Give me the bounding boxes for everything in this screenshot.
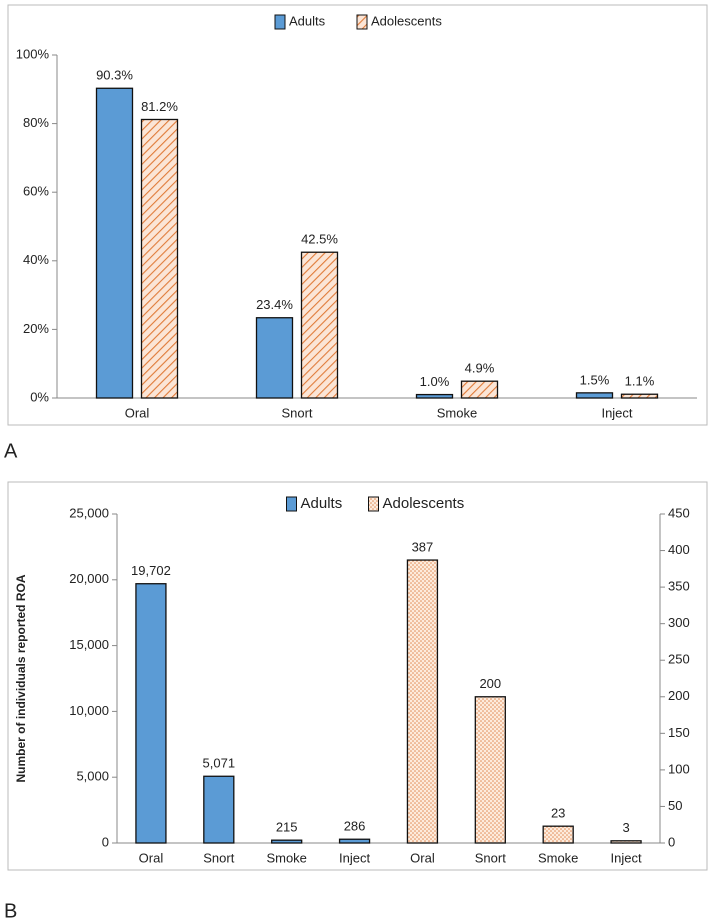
x-tick-label: Snort <box>203 850 234 865</box>
data-label: 42.5% <box>301 232 338 247</box>
data-label: 1.1% <box>625 374 655 389</box>
panel-label: A <box>4 440 18 462</box>
x-tick-label: Inject <box>611 850 642 865</box>
data-label: 90.3% <box>96 68 133 83</box>
bar <box>255 317 294 399</box>
y-axis-label: Number of individuals reported ROA <box>14 574 28 782</box>
x-tick-label: Smoke <box>437 405 477 420</box>
y2-tick-label: 450 <box>668 505 690 520</box>
x-tick-label: Oral <box>139 850 164 865</box>
data-label: 200 <box>479 676 501 691</box>
y-tick-label: 0 <box>102 834 109 849</box>
bar <box>460 380 499 399</box>
bar <box>406 559 439 844</box>
y-tick-label: 25,000 <box>69 505 109 520</box>
bar <box>338 838 371 844</box>
bar <box>620 393 659 399</box>
y-tick-label: 5,000 <box>76 769 109 784</box>
x-tick-label: Oral <box>410 850 435 865</box>
data-label: 215 <box>276 820 298 835</box>
x-tick-label: Inject <box>339 850 370 865</box>
y-tick-label: 40% <box>23 252 49 267</box>
y2-tick-label: 400 <box>668 542 690 557</box>
bar <box>415 393 454 399</box>
bar <box>203 775 235 844</box>
legend-swatch <box>274 14 286 30</box>
bar <box>300 251 339 399</box>
y-tick-label: 0% <box>30 389 49 404</box>
y2-tick-label: 50 <box>668 798 682 813</box>
data-label: 3 <box>622 820 629 835</box>
x-tick-label: Oral <box>125 405 150 420</box>
y-tick-label: 20% <box>23 321 49 336</box>
y2-tick-label: 350 <box>668 579 690 594</box>
x-tick-label: Smoke <box>538 850 578 865</box>
y-tick-label: 60% <box>23 184 49 199</box>
data-label: 81.2% <box>141 99 178 114</box>
y-tick-label: 20,000 <box>69 571 109 586</box>
bar <box>140 118 179 399</box>
y2-tick-label: 300 <box>668 615 690 630</box>
bar <box>542 825 574 844</box>
y-tick-label: 80% <box>23 115 49 130</box>
panel-label: B <box>4 900 17 922</box>
bar <box>271 839 303 844</box>
data-label: 23.4% <box>256 297 293 312</box>
bar <box>135 583 167 844</box>
panel-frame <box>7 481 708 871</box>
bar <box>95 87 134 399</box>
y2-tick-label: 200 <box>668 688 690 703</box>
data-label: 387 <box>412 539 434 554</box>
legend-label: Adolescents <box>383 495 465 512</box>
x-tick-label: Snort <box>475 850 506 865</box>
legend-label: Adolescents <box>371 13 442 28</box>
y2-tick-label: 150 <box>668 725 690 740</box>
bar <box>474 696 506 844</box>
x-tick-label: Smoke <box>266 850 306 865</box>
x-tick-label: Inject <box>601 405 632 420</box>
legend-swatch <box>356 14 368 30</box>
data-label: 5,071 <box>203 756 236 771</box>
y-tick-label: 10,000 <box>69 703 109 718</box>
data-label: 1.0% <box>420 374 450 389</box>
legend-label: Adults <box>289 13 326 28</box>
legend-swatch <box>368 496 379 512</box>
y2-tick-label: 0 <box>668 834 675 849</box>
data-label: 1.5% <box>580 372 610 387</box>
legend-label: Adults <box>301 495 343 512</box>
x-tick-label: Snort <box>281 405 312 420</box>
data-label: 23 <box>551 806 565 821</box>
data-label: 19,702 <box>131 563 171 578</box>
data-label: 286 <box>344 819 366 834</box>
y-tick-label: 100% <box>16 46 50 61</box>
bar <box>610 840 642 844</box>
y-tick-label: 15,000 <box>69 637 109 652</box>
legend-swatch <box>286 496 297 512</box>
data-label: 4.9% <box>465 361 495 376</box>
y2-tick-label: 250 <box>668 652 690 667</box>
bar <box>575 392 614 399</box>
y2-tick-label: 100 <box>668 761 690 776</box>
